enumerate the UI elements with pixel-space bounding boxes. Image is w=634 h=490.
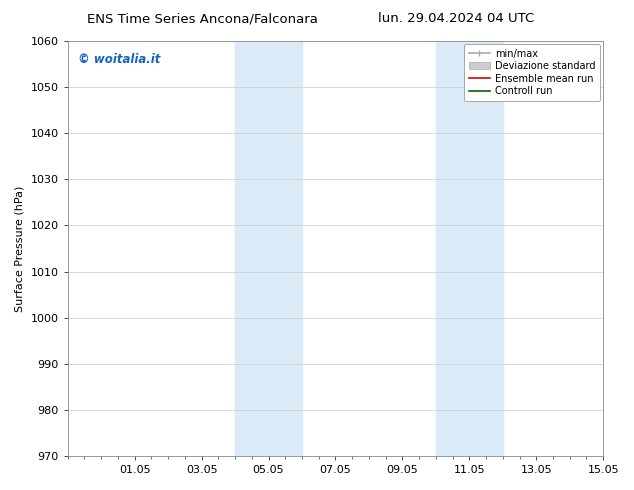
Legend: min/max, Deviazione standard, Ensemble mean run, Controll run: min/max, Deviazione standard, Ensemble m…: [464, 44, 600, 101]
Bar: [436, 41, 503, 456]
Text: © woitalia.it: © woitalia.it: [79, 53, 161, 67]
Text: ENS Time Series Ancona/Falconara: ENS Time Series Ancona/Falconara: [87, 12, 318, 25]
Text: lun. 29.04.2024 04 UTC: lun. 29.04.2024 04 UTC: [378, 12, 534, 25]
Bar: [235, 41, 302, 456]
Y-axis label: Surface Pressure (hPa): Surface Pressure (hPa): [15, 185, 25, 312]
